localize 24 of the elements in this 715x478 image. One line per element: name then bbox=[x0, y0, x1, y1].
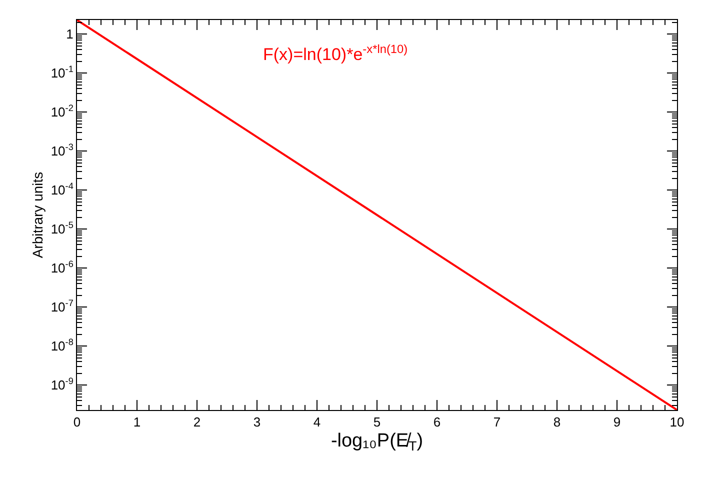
y-tick-label: 10$^{-7}$ bbox=[50, 298, 74, 315]
x-axis-title: -log₁₀P(E̸$_{T}$) bbox=[330, 430, 424, 454]
y-axis-title: Arbitrary units bbox=[29, 172, 46, 258]
y-tick-label: 10$^{-1}$ bbox=[50, 64, 74, 81]
y-tick-label: 10$^{-3}$ bbox=[50, 142, 74, 159]
y-tick-label: 10$^{-5}$ bbox=[50, 220, 74, 237]
x-tick-label: 10 bbox=[670, 414, 684, 430]
annotation: F(x)=ln(10)*e$^{-x*ln(10)}$ bbox=[263, 42, 408, 64]
x-tick-label: 6 bbox=[433, 414, 441, 430]
y-tick-label: 10$^{-6}$ bbox=[50, 259, 74, 276]
x-tick-label: 2 bbox=[193, 414, 201, 430]
y-tick-label: 10$^{-2}$ bbox=[50, 103, 74, 120]
x-tick-label: 3 bbox=[253, 414, 261, 430]
x-tick-label: 5 bbox=[373, 414, 381, 430]
x-tick-label: 8 bbox=[553, 414, 561, 430]
x-tick-label: 7 bbox=[493, 414, 501, 430]
x-tick-label: 4 bbox=[313, 414, 321, 430]
x-tick-label: 1 bbox=[133, 414, 141, 430]
y-tick-label: 10$^{-8}$ bbox=[50, 337, 74, 354]
y-tick-label: 10$^{-9}$ bbox=[50, 376, 74, 393]
x-tick-label: 9 bbox=[613, 414, 621, 430]
y-tick-label: 1 bbox=[66, 26, 74, 42]
x-tick-label: 0 bbox=[73, 414, 81, 430]
y-tick-label: 10$^{-4}$ bbox=[50, 181, 74, 198]
